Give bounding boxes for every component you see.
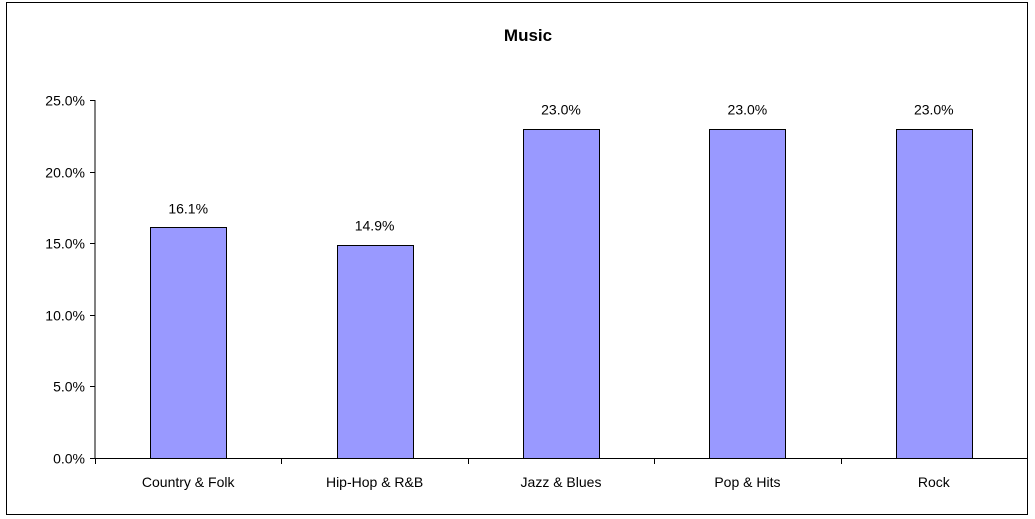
bar	[709, 129, 786, 459]
y-tick-label: 15.0%	[45, 236, 85, 252]
x-axis: Country & Folk Hip-Hop & R&B Jazz & Blues P…	[95, 458, 1028, 490]
data-label: 23.0%	[541, 102, 581, 118]
chart-title: Music	[504, 26, 552, 45]
bar	[150, 227, 227, 459]
x-tick-label: Jazz & Blues	[521, 474, 602, 490]
bar	[523, 129, 600, 459]
data-label: 23.0%	[728, 102, 768, 118]
bar	[896, 129, 973, 459]
data-labels: 16.1% 14.9% 23.0% 23.0% 23.0%	[168, 102, 953, 234]
bar	[337, 245, 414, 459]
y-tick-label: 10.0%	[45, 308, 85, 324]
y-tick-label: 20.0%	[45, 165, 85, 181]
y-axis: 0.0% 5.0% 10.0% 15.0% 20.0% 25.0%	[45, 93, 96, 467]
bars	[150, 129, 973, 459]
y-tick-label: 25.0%	[45, 93, 85, 109]
x-tick-label: Hip-Hop & R&B	[326, 474, 423, 490]
x-tick-label: Country & Folk	[142, 474, 236, 490]
data-label: 16.1%	[168, 200, 208, 216]
y-tick-label: 0.0%	[53, 451, 85, 467]
x-tick-label: Pop & Hits	[714, 474, 780, 490]
x-tick-label: Rock	[918, 474, 951, 490]
data-label: 14.9%	[355, 218, 395, 234]
y-tick-label: 5.0%	[53, 379, 85, 395]
data-label: 23.0%	[914, 102, 954, 118]
